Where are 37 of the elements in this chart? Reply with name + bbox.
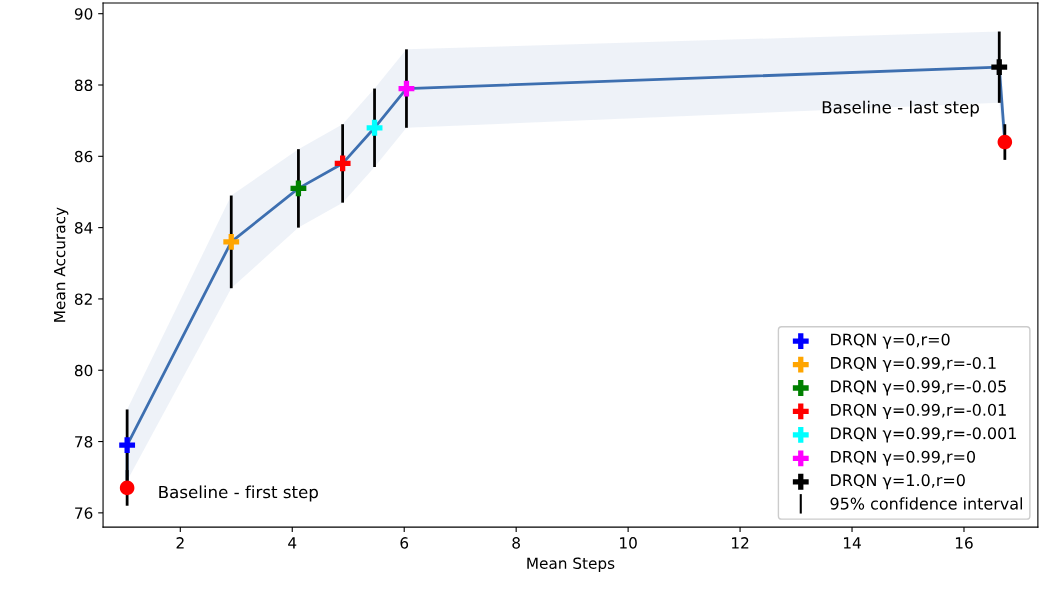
x-tick-label: 2 <box>176 537 184 549</box>
point <box>290 180 307 197</box>
point <box>366 119 383 136</box>
point <box>223 233 240 250</box>
y-tick-label: 88 <box>74 79 93 92</box>
y-axis-title: Mean Accuracy <box>54 207 69 322</box>
y-tick-label: 82 <box>74 293 92 305</box>
point <box>334 155 351 172</box>
legend-label: 95% confidence interval <box>830 497 1022 510</box>
y-tick-label: 90 <box>74 8 93 20</box>
legend-label: DRQN γ=0.99,r=-0.01 <box>831 403 1006 419</box>
x-tick-label: 12 <box>732 537 749 549</box>
x-tick-label: 10 <box>620 537 637 549</box>
legend-label: DRQN γ=1.0,r=0 <box>831 474 965 490</box>
x-tick-label: 6 <box>400 537 409 549</box>
legend-label: DRQN γ=0.99,r=0 <box>831 450 976 466</box>
y-tick-label: 76 <box>75 507 93 519</box>
legend-label: DRQN γ=0.99,r=-0.05 <box>831 380 1006 396</box>
point <box>119 437 136 454</box>
annotation: Baseline - last step <box>822 100 979 117</box>
annotation: Baseline - first step <box>159 485 318 502</box>
legend-label: DRQN γ=0.99,r=-0.001 <box>831 427 1016 443</box>
legend-label: DRQN γ=0.99,r=-0.1 <box>831 356 996 373</box>
legend-label: DRQN γ=0,r=0 <box>831 333 950 349</box>
point <box>398 80 415 97</box>
y-tick-label: 80 <box>74 364 93 377</box>
point <box>119 480 135 496</box>
x-tick-label: 14 <box>843 537 861 549</box>
x-tick-label: 4 <box>288 537 297 549</box>
y-tick-label: 86 <box>74 150 93 163</box>
point <box>991 59 1008 76</box>
point <box>997 134 1013 150</box>
y-tick-label: 78 <box>75 436 93 448</box>
x-axis-title: Mean Steps <box>527 557 615 572</box>
x-tick-label: 16 <box>955 537 973 549</box>
y-tick-label: 84 <box>74 222 93 234</box>
x-tick-label: 8 <box>512 537 520 549</box>
